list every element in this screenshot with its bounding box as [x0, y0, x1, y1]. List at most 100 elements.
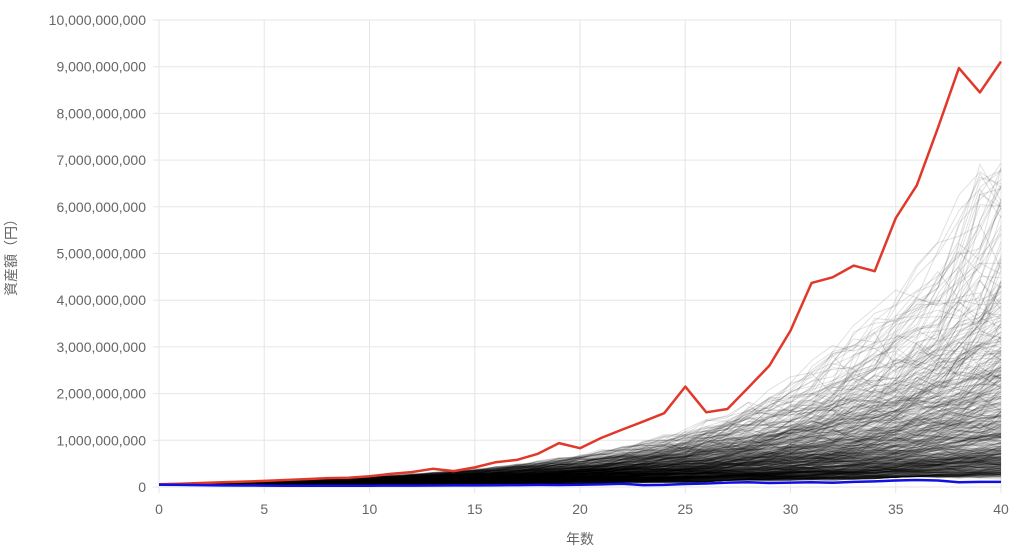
simulated-path-line: [158, 436, 1002, 486]
simulated-path-line: [158, 379, 1002, 486]
simulated-path-line: [158, 433, 1002, 486]
simulated-path-line: [158, 446, 1002, 486]
simulated-path-line: [158, 474, 1002, 486]
simulated-path-line: [158, 328, 1002, 486]
simulated-path-line: [158, 470, 1002, 486]
simulated-path-line: [158, 417, 1002, 486]
simulated-path-line: [158, 393, 1002, 486]
simulated-path-line: [158, 420, 1002, 486]
simulated-path-line: [158, 383, 1002, 486]
simulated-path-line: [158, 459, 1002, 486]
simulated-path-line: [158, 456, 1002, 486]
simulated-path-line: [158, 448, 1002, 486]
simulated-path-line: [158, 463, 1002, 486]
simulated-path-line: [158, 459, 1002, 486]
simulated-path-line: [158, 452, 1002, 486]
simulated-path-line: [158, 367, 1002, 486]
simulated-path-line: [158, 373, 1002, 486]
simulated-path-line: [158, 162, 1002, 486]
y-tick-label: 8,000,000,000: [56, 105, 146, 121]
simulated-path-line: [158, 396, 1002, 486]
simulated-path-line: [158, 344, 1002, 486]
simulated-path-line: [158, 455, 1002, 486]
simulated-path-line: [158, 449, 1002, 486]
simulated-path-line: [158, 456, 1002, 486]
simulated-path-line: [158, 406, 1002, 486]
simulated-path-line: [158, 420, 1002, 486]
simulated-path-line: [158, 463, 1002, 486]
simulated-path-line: [158, 306, 1002, 486]
simulated-path-line: [158, 444, 1002, 486]
x-tick-label: 30: [783, 501, 799, 517]
simulated-path-line: [158, 390, 1002, 486]
simulated-path-line: [158, 184, 1002, 486]
simulated-path-line: [158, 376, 1002, 486]
simulated-path-line: [158, 426, 1002, 486]
simulated-path-line: [158, 469, 1002, 486]
simulated-path-line: [158, 170, 1002, 486]
simulated-path-line: [158, 372, 1002, 486]
simulated-path-line: [158, 262, 1002, 486]
simulated-path-line: [158, 423, 1002, 486]
simulated-path-line: [158, 393, 1002, 486]
simulated-path-line: [158, 471, 1002, 486]
simulated-path-line: [158, 474, 1002, 486]
simulated-path-line: [158, 332, 1002, 486]
simulated-path-line: [158, 351, 1002, 486]
simulated-path-line: [158, 420, 1002, 486]
y-tick-label: 6,000,000,000: [56, 199, 146, 215]
simulated-path-line: [158, 412, 1002, 486]
simulated-path-line: [158, 472, 1002, 486]
simulated-path-line: [158, 458, 1002, 486]
simulated-path-line: [158, 415, 1002, 486]
simulated-path-line: [158, 262, 1002, 486]
simulated-path-line: [158, 296, 1002, 486]
simulated-path-line: [158, 470, 1002, 486]
simulated-path-line: [158, 202, 1002, 486]
simulated-path-line: [158, 302, 1002, 486]
simulated-path-line: [158, 453, 1002, 486]
simulated-path-line: [158, 169, 1002, 486]
simulated-path-line: [158, 472, 1002, 486]
simulated-path-line: [158, 366, 1002, 486]
simulated-path-line: [158, 402, 1002, 486]
simulated-path-line: [158, 412, 1002, 486]
simulated-path-line: [158, 452, 1002, 486]
simulated-path-line: [158, 259, 1002, 486]
simulated-path-line: [158, 433, 1002, 486]
simulated-path-line: [158, 465, 1002, 486]
simulated-path-line: [158, 398, 1002, 486]
simulated-path-line: [158, 468, 1002, 486]
simulated-path-line: [158, 463, 1002, 486]
simulated-path-line: [158, 465, 1002, 486]
simulated-path-line: [158, 395, 1002, 486]
simulated-path-line: [158, 467, 1002, 486]
simulated-path-line: [158, 461, 1002, 486]
simulated-path-line: [158, 458, 1002, 486]
y-tick-label: 2,000,000,000: [56, 386, 146, 402]
simulated-path-line: [158, 359, 1002, 486]
simulated-path-line: [158, 473, 1002, 486]
simulated-path-line: [158, 457, 1002, 486]
simulated-path-line: [158, 434, 1002, 486]
simulated-path-line: [158, 425, 1002, 486]
simulated-path-line: [158, 372, 1002, 486]
highlighted-series: [158, 60, 1003, 488]
simulated-path-line: [158, 391, 1002, 486]
simulated-path-line: [158, 456, 1002, 486]
simulated-path-line: [158, 422, 1002, 486]
simulated-path-line: [158, 450, 1002, 486]
y-tick-label: 10,000,000,000: [49, 12, 147, 28]
simulated-path-line: [158, 367, 1002, 486]
simulated-path-line: [158, 433, 1002, 486]
simulated-path-line: [158, 455, 1002, 486]
simulated-path-line: [158, 458, 1002, 486]
simulated-path-line: [158, 451, 1002, 486]
simulated-path-line: [158, 423, 1002, 486]
simulated-path-line: [158, 349, 1002, 486]
simulated-path-line: [158, 466, 1002, 486]
simulated-path-line: [158, 456, 1002, 486]
simulated-path-line: [158, 434, 1002, 486]
simulated-path-line: [158, 458, 1002, 486]
